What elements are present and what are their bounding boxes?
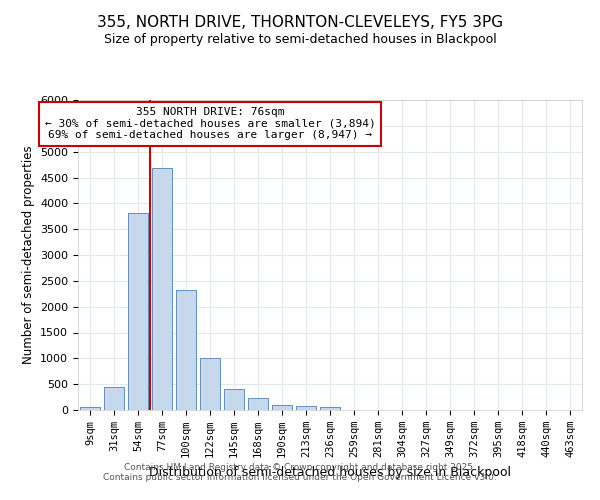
Bar [248,398,268,410]
Bar [272,405,292,410]
X-axis label: Distribution of semi-detached houses by size in Blackpool: Distribution of semi-detached houses by … [149,466,511,478]
Text: 355, NORTH DRIVE, THORNTON-CLEVELEYS, FY5 3PG: 355, NORTH DRIVE, THORNTON-CLEVELEYS, FY… [97,15,503,30]
Bar [320,407,340,410]
Bar [104,387,124,410]
Bar [128,212,148,410]
Bar [224,390,244,410]
Bar [80,408,100,410]
Bar [200,358,220,410]
Text: 355 NORTH DRIVE: 76sqm
← 30% of semi-detached houses are smaller (3,894)
69% of : 355 NORTH DRIVE: 76sqm ← 30% of semi-det… [45,107,376,140]
Bar [152,168,172,410]
Bar [176,290,196,410]
Text: Size of property relative to semi-detached houses in Blackpool: Size of property relative to semi-detach… [104,32,496,46]
Bar [296,406,316,410]
Y-axis label: Number of semi-detached properties: Number of semi-detached properties [22,146,35,364]
Text: Contains HM Land Registry data © Crown copyright and database right 2025.
Contai: Contains HM Land Registry data © Crown c… [103,463,497,482]
